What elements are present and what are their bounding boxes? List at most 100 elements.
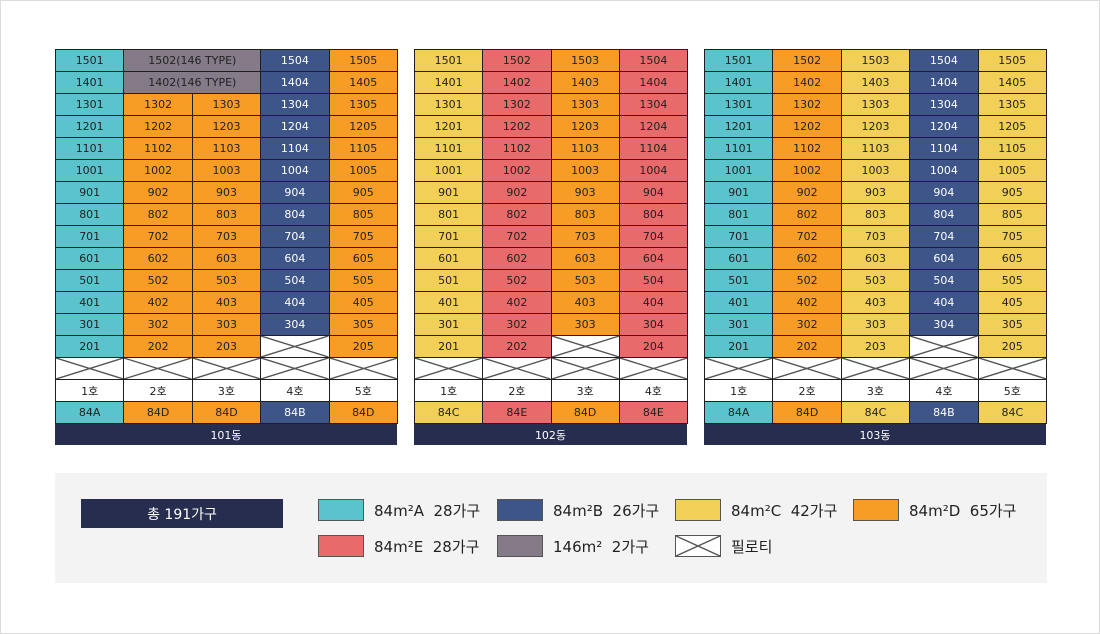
unit-type-cell: 84D bbox=[191, 401, 262, 424]
legend-swatch bbox=[497, 535, 543, 557]
unit-cell: 1205 bbox=[328, 115, 398, 138]
unit-cell: 1305 bbox=[977, 93, 1047, 116]
unit-cell: 1204 bbox=[618, 115, 688, 138]
unit-cell: 603 bbox=[191, 247, 262, 270]
unit-cell: 504 bbox=[618, 269, 688, 292]
piloti-cell bbox=[840, 357, 911, 380]
unit-cell: 401 bbox=[55, 291, 125, 314]
unit-cell: 1002 bbox=[482, 159, 552, 182]
unit-type-cell: 84D bbox=[550, 401, 620, 424]
unit-cell: 802 bbox=[482, 203, 552, 226]
unit-cell: 1302 bbox=[123, 93, 193, 116]
piloti-cross-icon bbox=[676, 536, 720, 556]
unit-cell: 801 bbox=[414, 203, 484, 226]
unit-cell: 202 bbox=[482, 335, 552, 358]
unit-cell: 1501 bbox=[704, 49, 774, 72]
unit-cell: 301 bbox=[414, 313, 484, 336]
unit-type-cell: 84D bbox=[123, 401, 193, 424]
unit-cell: 601 bbox=[704, 247, 774, 270]
unit-cell: 803 bbox=[840, 203, 911, 226]
unit-cell: 1404 bbox=[618, 71, 688, 94]
piloti-cross-icon bbox=[330, 358, 397, 379]
unit-cell: 1102 bbox=[482, 137, 552, 160]
piloti-cross-icon bbox=[620, 358, 687, 379]
unit-cell: 1102 bbox=[123, 137, 193, 160]
piloti-cross-icon bbox=[552, 358, 619, 379]
line-number-cell: 3호 bbox=[840, 379, 911, 402]
unit-cell: 505 bbox=[977, 269, 1047, 292]
unit-cell: 1504 bbox=[260, 49, 330, 72]
unit-cell: 1505 bbox=[328, 49, 398, 72]
legend-swatch bbox=[497, 499, 543, 521]
unit-cell: 904 bbox=[260, 181, 330, 204]
piloti-cross-icon bbox=[705, 358, 772, 379]
unit-cell: 1002 bbox=[123, 159, 193, 182]
unit-cell: 1004 bbox=[909, 159, 979, 182]
unit-cell: 903 bbox=[840, 181, 911, 204]
unit-cell: 805 bbox=[977, 203, 1047, 226]
unit-cell: 305 bbox=[977, 313, 1047, 336]
unit-cell: 903 bbox=[550, 181, 620, 204]
unit-cell: 301 bbox=[55, 313, 125, 336]
line-number-cell: 2호 bbox=[482, 379, 552, 402]
unit-cell: 601 bbox=[414, 247, 484, 270]
unit-type-cell: 84A bbox=[704, 401, 774, 424]
piloti-cross-icon bbox=[56, 358, 123, 379]
unit-cell: 1203 bbox=[840, 115, 911, 138]
legend-panel: 총 191가구 84m²A 28가구 84m²B 26가구 84m²C 42가구… bbox=[55, 473, 1047, 583]
unit-cell: 804 bbox=[618, 203, 688, 226]
unit-cell: 403 bbox=[191, 291, 262, 314]
unit-cell: 1002 bbox=[772, 159, 842, 182]
line-number-cell: 5호 bbox=[977, 379, 1047, 402]
unit-grid: 1501 1502 1503 1504 1401 1402 1403 1404 1301 1302… bbox=[414, 49, 688, 424]
unit-type-cell: 84D bbox=[328, 401, 398, 424]
unit-cell: 801 bbox=[704, 203, 774, 226]
total-households: 총 191가구 bbox=[81, 499, 283, 528]
unit-cell: 802 bbox=[123, 203, 193, 226]
unit-cell: 905 bbox=[328, 181, 398, 204]
line-number-cell: 5호 bbox=[328, 379, 398, 402]
line-number-cell: 1호 bbox=[414, 379, 484, 402]
legend-item-84d: 84m²D 65가구 bbox=[853, 497, 1017, 523]
unit-cell: 301 bbox=[704, 313, 774, 336]
unit-cell: 903 bbox=[191, 181, 262, 204]
unit-cell: 1202 bbox=[482, 115, 552, 138]
unit-cell: 1504 bbox=[618, 49, 688, 72]
unit-cell: 1403 bbox=[840, 71, 911, 94]
unit-cell: 805 bbox=[328, 203, 398, 226]
unit-cell: 1003 bbox=[550, 159, 620, 182]
piloti-cell bbox=[550, 335, 620, 358]
piloti-cross-icon bbox=[773, 358, 840, 379]
unit-cell: 602 bbox=[482, 247, 552, 270]
piloti-cell bbox=[977, 357, 1047, 380]
unit-cell: 1202 bbox=[772, 115, 842, 138]
piloti-cell bbox=[414, 357, 484, 380]
legend-swatch bbox=[675, 535, 721, 557]
legend-label: 146m² 2가구 bbox=[553, 537, 649, 556]
legend-item-piloti: 필로티 bbox=[675, 533, 772, 559]
unit-cell: 803 bbox=[550, 203, 620, 226]
unit-type-cell: 84C bbox=[977, 401, 1047, 424]
building-name: 103동 bbox=[704, 424, 1046, 445]
unit-cell: 504 bbox=[909, 269, 979, 292]
unit-cell: 902 bbox=[123, 181, 193, 204]
unit-cell: 1502 bbox=[772, 49, 842, 72]
unit-cell: 204 bbox=[618, 335, 688, 358]
unit-cell: 703 bbox=[840, 225, 911, 248]
unit-cell: 1004 bbox=[260, 159, 330, 182]
piloti-cross-icon bbox=[483, 358, 550, 379]
unit-cell: 1305 bbox=[328, 93, 398, 116]
unit-cell: 1302 bbox=[482, 93, 552, 116]
unit-cell: 702 bbox=[123, 225, 193, 248]
unit-cell: 201 bbox=[414, 335, 484, 358]
unit-cell: 702 bbox=[482, 225, 552, 248]
unit-type-cell: 84D bbox=[772, 401, 842, 424]
piloti-cell bbox=[704, 357, 774, 380]
unit-cell: 1203 bbox=[191, 115, 262, 138]
unit-cell: 1501 bbox=[55, 49, 125, 72]
unit-cell: 201 bbox=[55, 335, 125, 358]
unit-cell: 1003 bbox=[840, 159, 911, 182]
unit-cell: 1204 bbox=[260, 115, 330, 138]
unit-cell: 404 bbox=[618, 291, 688, 314]
unit-cell: 1105 bbox=[977, 137, 1047, 160]
